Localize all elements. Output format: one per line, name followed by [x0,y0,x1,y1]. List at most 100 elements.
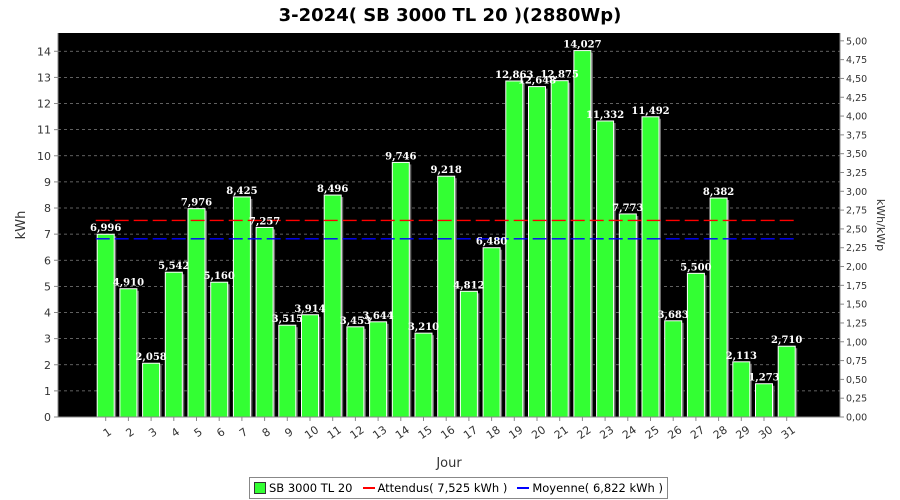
y-right-tick-label-6: 1,50 [846,300,867,311]
bar-9 [278,324,297,418]
data-label-19: 12,863 [495,70,533,81]
legend: SB 3000 TL 20 Attendus( 7,525 kWh ) Moye… [249,477,668,499]
y-tick-label-4: 4 [44,307,51,320]
bar-10 [301,314,319,418]
bar-13 [369,321,388,418]
data-label-24: 7,773 [612,203,643,214]
y-axis-right-label: kWh/kWp [874,199,887,251]
data-label-18: 6,480 [476,237,507,248]
x-tick-label-9: 9 [282,425,295,440]
legend-swatch-average [517,487,530,489]
data-labels: 6,996 4,910 2,058 5,542 7,976 5,160 8,425 7,257… [90,40,802,384]
x-tick-label-14: 14 [393,423,412,442]
y-right-tick-label-18: 4,50 [846,74,867,85]
x-tick-label-5: 5 [192,425,205,440]
x-tick-label-29: 29 [734,423,753,442]
data-label-28: 8,382 [703,187,734,198]
y-right-tick-label-20: 5,00 [846,36,867,47]
y-tick-label-0: 0 [44,411,51,424]
y-tick-label-11: 11 [37,124,51,137]
y-tick-label-7: 7 [44,228,51,241]
y-tick-label-5: 5 [44,280,51,293]
y-tick-label-9: 9 [44,176,51,189]
data-label-6: 5,160 [204,271,235,282]
bar-6 [210,281,229,418]
x-tick-label-24: 24 [620,423,639,442]
bar-22 [573,50,592,418]
data-label-16: 9,218 [431,165,462,176]
data-label-12: 3,453 [340,316,371,327]
y-tick-label-1: 1 [44,385,51,398]
data-label-9: 3,515 [272,314,303,325]
data-label-8: 7,257 [249,216,280,227]
bar-series [96,50,798,418]
x-tick-label-30: 30 [756,423,775,442]
reference-lines [95,219,797,240]
bar-8 [255,226,274,418]
bar-31 [777,345,796,418]
x-tick-label-16: 16 [438,423,457,442]
x-tick-label-31: 31 [779,423,798,442]
data-label-27: 5,500 [680,262,711,273]
legend-label-expected: Attendus( 7,525 kWh ) [377,481,508,495]
data-label-25: 11,492 [631,106,669,117]
y-right-tick-label-15: 3,75 [846,130,867,141]
bar-14 [391,161,410,418]
bar-23 [596,120,615,418]
data-label-3: 2,058 [135,352,166,363]
x-tick-label-23: 23 [597,423,616,442]
bar-19 [505,80,524,418]
bar-5 [187,208,206,418]
data-label-22: 14,027 [563,40,601,51]
bar-4 [164,271,183,418]
bar-25 [641,116,660,418]
x-tick-label-25: 25 [643,423,662,442]
bar-18 [482,247,501,418]
legend-item-expected: Attendus( 7,525 kWh ) [362,481,508,495]
y-ticks-right: 0,00 0,25 0,50 0,75 1,00 1,25 1,50 1,75 2,00 2,25… [840,36,867,424]
bar-1 [96,233,115,418]
data-label-26: 3,683 [658,310,689,321]
x-tick-label-6: 6 [214,425,227,440]
y-tick-label-14: 14 [37,45,51,58]
bar-30 [755,383,773,418]
bar-17 [459,290,478,418]
bar-21 [550,80,569,418]
bar-29 [732,361,751,418]
y-tick-label-3: 3 [44,333,51,346]
y-tick-label-12: 12 [37,98,51,111]
legend-item-average: Moyenne( 6,822 kWh ) [517,481,663,495]
bar-15 [414,332,433,418]
data-label-14: 9,746 [385,151,416,162]
y-right-tick-label-10: 2,50 [846,224,867,235]
x-tick-label-21: 21 [552,423,571,442]
x-tick-label-18: 18 [484,423,503,442]
bar-26 [664,320,683,418]
data-label-4: 5,542 [158,261,189,272]
data-label-13: 3,644 [362,311,393,322]
bar-3 [142,362,161,418]
x-tick-label-1: 1 [101,425,114,440]
data-label-20: 12,648 [518,76,556,87]
x-tick-label-8: 8 [260,425,273,440]
x-tick-label-15: 15 [416,423,435,442]
x-tick-label-27: 27 [688,423,707,442]
x-tick-label-2: 2 [124,425,137,440]
data-label-1: 6,996 [90,223,121,234]
x-tick-label-4: 4 [169,425,182,440]
x-tick-label-26: 26 [665,423,684,442]
y-right-tick-label-9: 2,25 [846,243,867,254]
data-label-2: 4,910 [113,278,144,289]
y-right-tick-label-14: 3,50 [846,149,867,160]
bar-2 [119,288,138,418]
y-right-tick-label-12: 3,00 [846,187,867,198]
data-label-21: 12,875 [541,70,579,81]
y-right-tick-label-2: 0,50 [846,375,867,386]
chart-title: 3-2024( SB 3000 TL 20 )(2880Wp) [279,5,622,26]
bar-24 [618,213,637,418]
y-tick-label-2: 2 [44,359,51,372]
data-label-31: 2,710 [771,335,802,346]
y-right-tick-label-16: 4,00 [846,112,867,123]
y-axis-label: kWh [14,211,29,240]
y-right-tick-label-7: 1,75 [846,281,867,292]
